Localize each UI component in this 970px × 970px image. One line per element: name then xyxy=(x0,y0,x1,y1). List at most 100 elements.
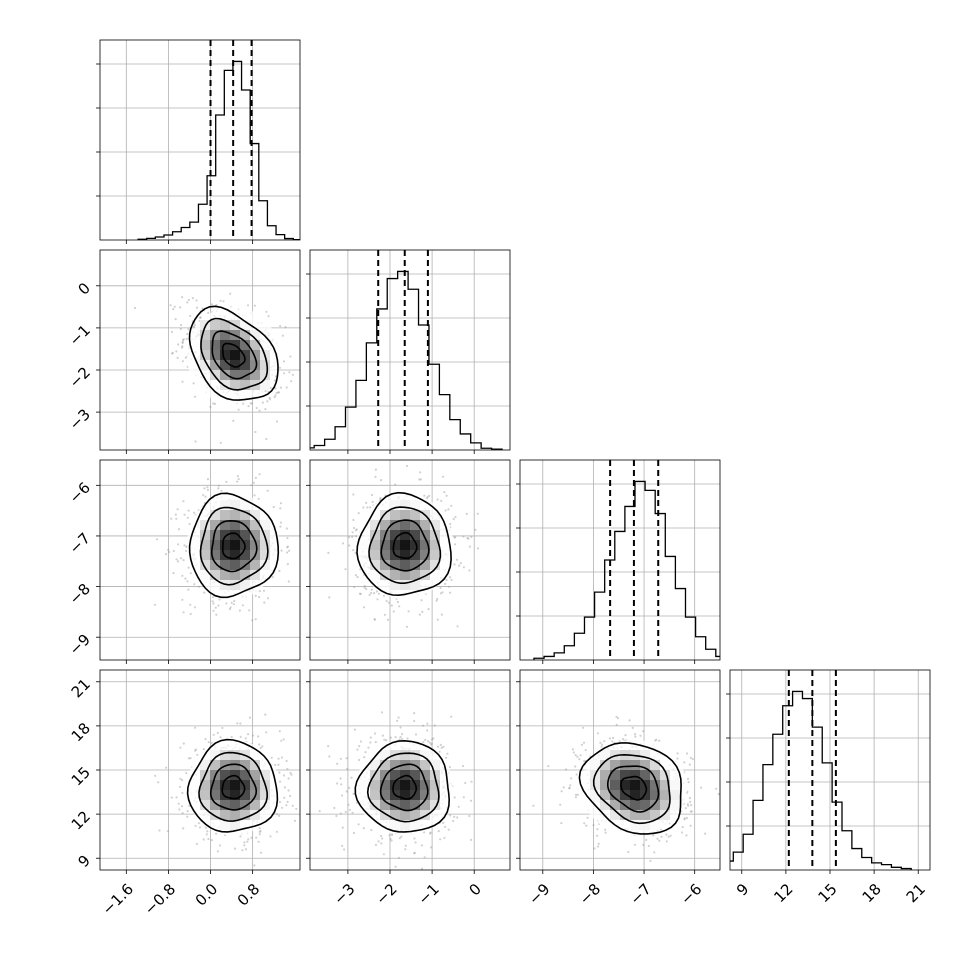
density-cell xyxy=(260,520,270,530)
panel-frame xyxy=(309,459,511,661)
scatter-point xyxy=(379,497,382,500)
density-cell xyxy=(210,520,220,530)
contour-4 xyxy=(354,739,451,833)
density-cell xyxy=(230,350,240,360)
scatter-point xyxy=(596,834,599,837)
scatter-point xyxy=(189,572,192,575)
contour-3 xyxy=(198,751,269,822)
density-cell xyxy=(430,790,440,800)
scatter-point xyxy=(359,740,362,743)
density-cell xyxy=(640,820,650,830)
density-cell xyxy=(370,760,380,770)
scatter-point xyxy=(189,757,192,760)
scatter-point xyxy=(179,306,182,309)
scatter-point xyxy=(394,483,397,486)
scatter-point xyxy=(715,787,718,790)
scatter-point xyxy=(430,875,432,877)
scatter-point xyxy=(616,717,620,720)
density-cell xyxy=(380,750,390,760)
scatter-point xyxy=(197,585,201,588)
density-cell xyxy=(600,780,610,790)
scatter-point xyxy=(285,386,288,389)
density-cell xyxy=(240,530,250,540)
scatter-point xyxy=(254,476,257,479)
density-cell xyxy=(410,580,420,590)
scatter-point xyxy=(375,590,379,593)
scatter-point xyxy=(282,372,286,375)
scatter-point xyxy=(251,619,254,622)
scatter-point xyxy=(279,521,283,524)
contour-4 xyxy=(186,738,279,833)
scatter-point xyxy=(446,872,448,874)
scatter-point xyxy=(628,719,631,722)
contour-2 xyxy=(380,519,430,572)
panel-frame xyxy=(99,459,301,661)
scatter-point xyxy=(174,513,177,516)
scatter-panel-4-3: −9 −8 −7 −6 xyxy=(516,669,721,908)
scatter-point xyxy=(345,757,348,760)
scatter-point xyxy=(368,593,371,597)
density-cell xyxy=(410,800,420,810)
density-cell xyxy=(400,820,410,830)
scatter-point xyxy=(184,356,187,359)
scatter-point xyxy=(438,750,441,753)
scatter-point xyxy=(254,594,257,598)
density-cell xyxy=(410,540,420,550)
scatter-point xyxy=(180,346,184,349)
scatter-point xyxy=(204,826,208,829)
scatter-point xyxy=(186,810,189,813)
scatter-point xyxy=(278,780,282,783)
scatter-panel-3-1: −9−8−7−6 xyxy=(66,459,301,664)
scatter-point xyxy=(685,752,689,755)
scatter-point xyxy=(585,824,588,827)
contour-1 xyxy=(620,775,648,801)
density-cell xyxy=(210,350,220,360)
density-cell xyxy=(380,570,390,580)
density-cell xyxy=(420,550,430,560)
density-cell xyxy=(380,770,390,780)
scatter-point xyxy=(401,733,404,736)
scatter-point xyxy=(187,298,190,302)
density-cell xyxy=(600,770,610,780)
scatter-point xyxy=(253,304,256,307)
scatter-point xyxy=(206,486,209,489)
scatter-point xyxy=(181,341,184,345)
scatter-point xyxy=(250,484,253,487)
scatter-point xyxy=(209,405,212,408)
scatter-point xyxy=(217,604,220,607)
scatter-point xyxy=(374,475,377,478)
scatter-point xyxy=(389,736,392,739)
scatter-point xyxy=(380,479,383,482)
scatter-point xyxy=(207,837,210,841)
scatter-point xyxy=(454,515,457,519)
scatter-point xyxy=(443,491,446,494)
density-cell xyxy=(230,540,240,550)
scatter-point xyxy=(462,535,465,538)
scatter-point xyxy=(154,774,157,777)
scatter-point xyxy=(681,826,684,829)
contour-3 xyxy=(199,506,269,586)
scatter-point xyxy=(186,516,189,519)
scatter-point xyxy=(286,546,289,549)
scatter-point xyxy=(370,493,373,497)
density-cell xyxy=(230,530,240,540)
density-cell xyxy=(660,800,670,810)
scatter-point xyxy=(362,827,365,830)
scatter-point xyxy=(604,831,607,834)
density-cell xyxy=(360,780,370,790)
scatter-point xyxy=(285,804,288,807)
x-tick-label: −0.8 xyxy=(141,880,179,918)
scatter-point xyxy=(278,771,281,774)
scatter-point xyxy=(631,726,634,730)
scatter-point xyxy=(178,785,182,789)
scatter-point xyxy=(424,738,427,742)
scatter-point xyxy=(268,396,271,399)
scatter-point xyxy=(273,396,276,399)
scatter-point xyxy=(445,494,448,497)
density-cell xyxy=(380,550,390,560)
density-cell xyxy=(420,530,430,540)
scatter-point xyxy=(195,299,198,302)
scatter-point xyxy=(363,606,366,609)
scatter-point xyxy=(194,726,197,729)
scatter-point xyxy=(453,536,456,539)
